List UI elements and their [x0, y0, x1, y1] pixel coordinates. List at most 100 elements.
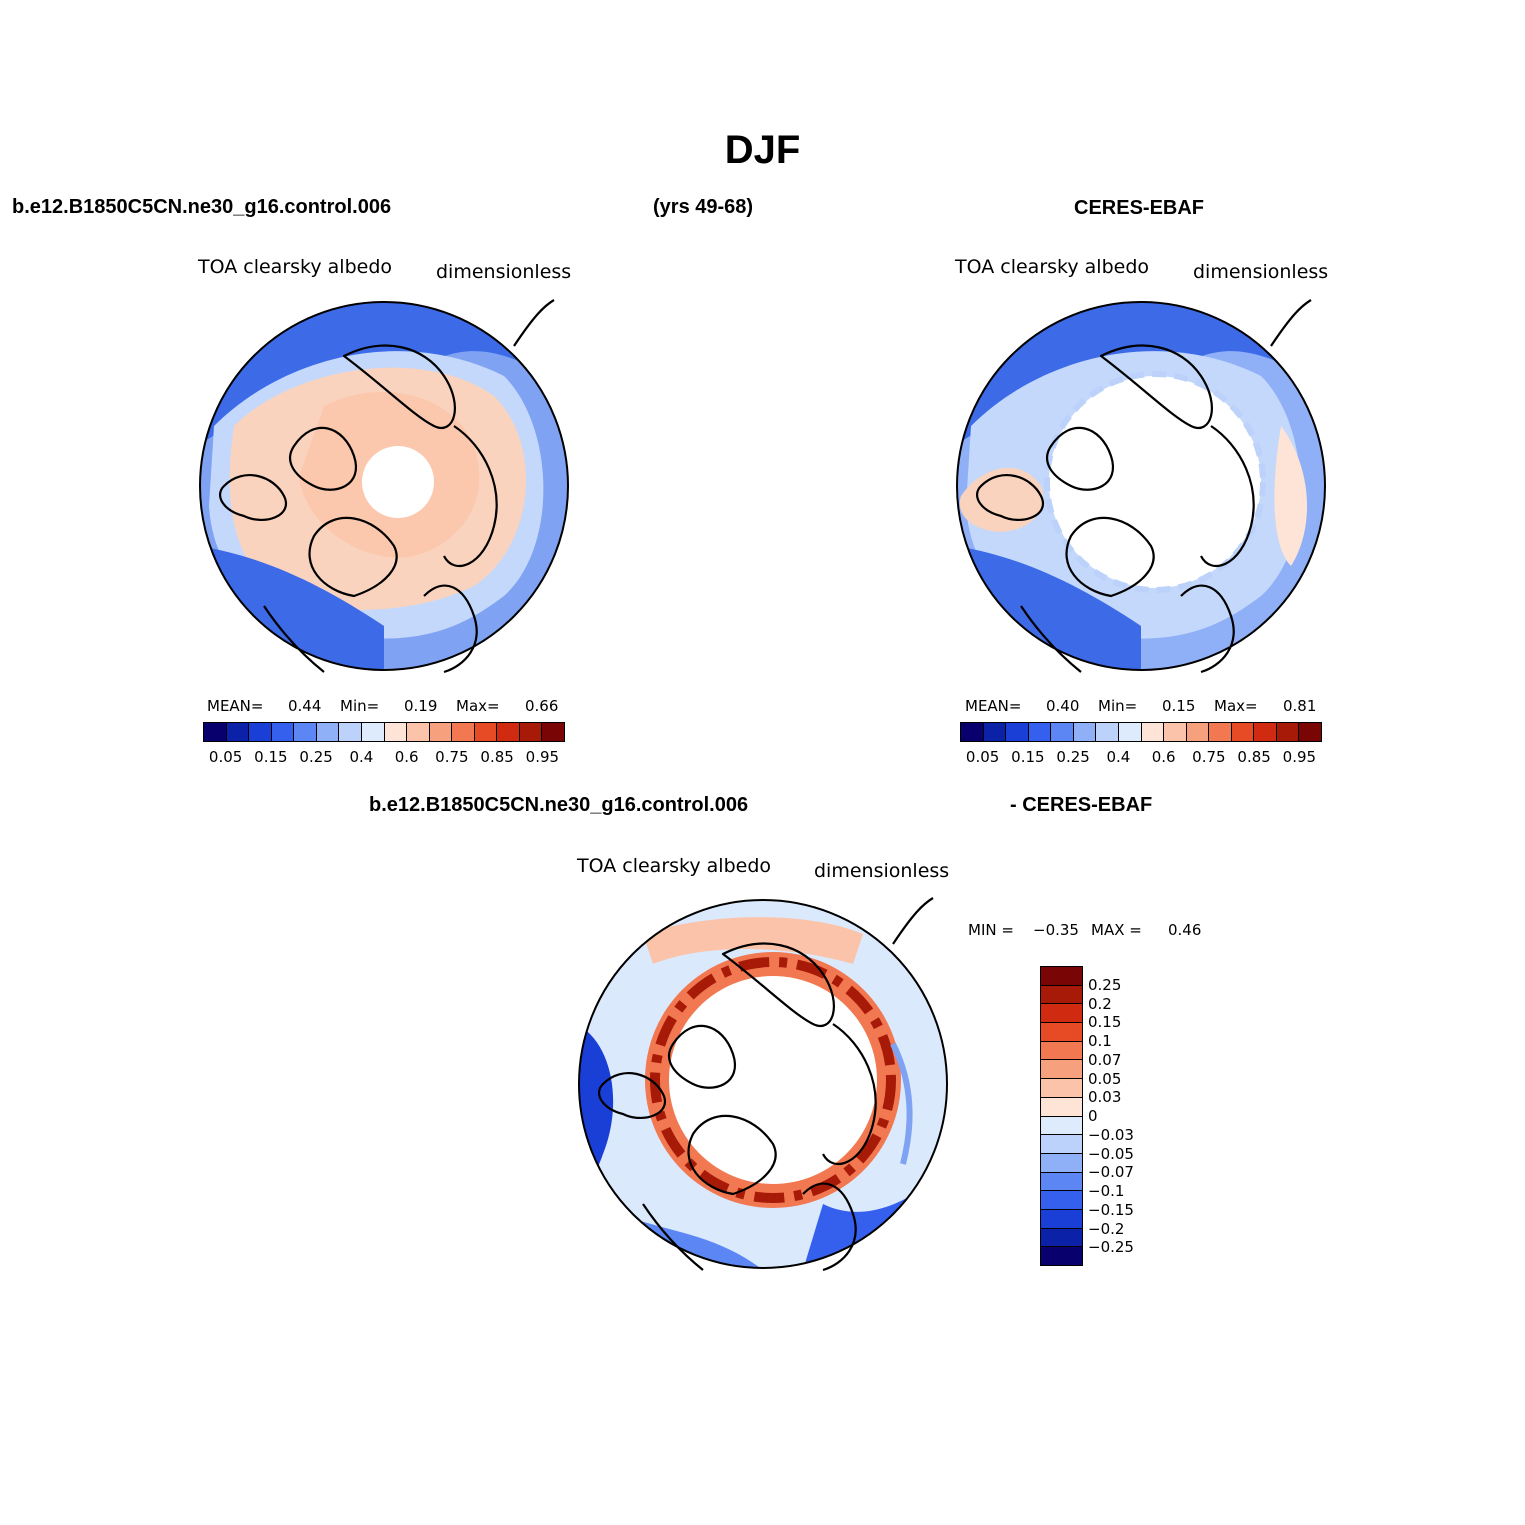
colorbar-swatch: [1041, 1004, 1082, 1024]
colorbar-tick-label: 0.25: [299, 748, 333, 766]
colorbar-tick-label: 0.4: [349, 748, 374, 766]
colorbar-swatch: [983, 723, 1007, 741]
colorbar-swatch: [1299, 723, 1321, 741]
panel2-variable-label: TOA clearsky albedo: [955, 256, 1149, 278]
difference-title-right: - CERES-EBAF: [1010, 794, 1153, 816]
colorbar-swatch: [1073, 723, 1097, 741]
colorbar-tick-label: 0: [1088, 1107, 1098, 1125]
panel2-polar-map: [956, 299, 1326, 674]
colorbar-tick-label: 0.4: [1106, 748, 1131, 766]
colorbar-swatch: [384, 723, 408, 741]
panel1-max-value: 0.66: [525, 697, 559, 715]
panel2-colorbar: [960, 722, 1322, 742]
colorbar-tick-label: 0.07: [1088, 1050, 1122, 1069]
colorbar-tick-label: 0.25: [1056, 748, 1090, 766]
colorbar-tick-label: −0.25: [1088, 1238, 1134, 1257]
panel1-min-value: 0.19: [404, 697, 438, 715]
colorbar-swatch: [474, 723, 498, 741]
colorbar-swatch: [1051, 723, 1074, 741]
colorbar-tick-label: −0.15: [1088, 1200, 1134, 1219]
colorbar-swatch: [1041, 1079, 1082, 1098]
difference-max-value: 0.46: [1168, 921, 1202, 939]
colorbar-tick-label: −0.2: [1088, 1219, 1125, 1238]
colorbar-swatch: [1041, 1191, 1082, 1210]
colorbar-swatch: [1231, 723, 1255, 741]
difference-title-left: b.e12.B1850C5CN.ne30_g16.control.006: [369, 794, 749, 816]
panel1-variable-label: TOA clearsky albedo: [198, 256, 392, 278]
colorbar-tick-label: −0.03: [1088, 1125, 1134, 1144]
colorbar-swatch: [1041, 1116, 1082, 1136]
difference-min-label: MIN =: [968, 921, 1014, 939]
colorbar-swatch: [361, 723, 385, 741]
difference-min-value: −0.35: [1033, 921, 1079, 939]
colorbar-swatch: [961, 723, 984, 741]
colorbar-tick-label: 0.6: [394, 748, 419, 766]
colorbar-swatch: [1041, 967, 1082, 986]
difference-units-label: dimensionless: [814, 860, 950, 882]
colorbar-tick-label: 0.05: [965, 748, 1000, 766]
colorbar-swatch: [1141, 723, 1165, 741]
colorbar-swatch: [452, 723, 475, 741]
colorbar-swatch: [1041, 1041, 1082, 1061]
panel1-mean-label: MEAN=: [207, 697, 264, 715]
difference-variable-label: TOA clearsky albedo: [577, 855, 771, 877]
colorbar-tick-label: 0.15: [1011, 748, 1045, 766]
colorbar-swatch: [1041, 1209, 1082, 1229]
colorbar-tick-label: −0.07: [1088, 1163, 1134, 1182]
panel1-max-label: Max=: [456, 697, 500, 715]
colorbar-tick-label: 0.15: [1088, 1013, 1122, 1032]
colorbar-swatch: [407, 723, 430, 741]
colorbar-swatch: [316, 723, 340, 741]
colorbar-swatch: [1096, 723, 1119, 741]
panel1-units-label: dimensionless: [436, 261, 572, 283]
colorbar-swatch: [1041, 1060, 1082, 1080]
difference-max-label: MAX =: [1091, 921, 1142, 939]
colorbar-tick-label: 0.85: [1237, 748, 1271, 766]
colorbar-tick-label: 0.95: [1282, 748, 1317, 766]
colorbar-swatch: [1041, 1247, 1082, 1265]
colorbar-swatch: [1041, 1135, 1082, 1154]
colorbar-swatch: [1209, 723, 1232, 741]
panel2-max-value: 0.81: [1283, 697, 1317, 715]
colorbar-tick-label: 0.95: [525, 748, 560, 766]
colorbar-swatch: [497, 723, 520, 741]
colorbar-swatch: [519, 723, 543, 741]
panel2-min-label: Min=: [1098, 697, 1138, 715]
colorbar-tick-label: 0.25: [1088, 975, 1122, 994]
colorbar-swatch: [1164, 723, 1187, 741]
colorbar-tick-label: 0.15: [254, 748, 288, 766]
years-header: (yrs 49-68): [653, 196, 754, 218]
obs-name-header: CERES-EBAF: [1074, 197, 1205, 219]
panel2-max-label: Max=: [1214, 697, 1258, 715]
colorbar-swatch: [1041, 1023, 1082, 1042]
colorbar-swatch: [1041, 1153, 1082, 1173]
colorbar-swatch: [429, 723, 453, 741]
colorbar-swatch: [271, 723, 295, 741]
figure-title: DJF: [724, 128, 801, 172]
colorbar-swatch: [249, 723, 272, 741]
colorbar-swatch: [1041, 1097, 1082, 1117]
colorbar-tick-label: 0.05: [1088, 1069, 1122, 1088]
colorbar-tick-label: 0.85: [480, 748, 514, 766]
colorbar-swatch: [1118, 723, 1142, 741]
difference-colorbar: [1040, 966, 1083, 1266]
panel2-mean-label: MEAN=: [965, 697, 1022, 715]
panel1-polar-map: [199, 299, 569, 674]
colorbar-tick-label: −0.1: [1088, 1182, 1125, 1200]
colorbar-swatch: [1041, 1172, 1082, 1192]
colorbar-tick-label: −0.05: [1088, 1144, 1134, 1163]
colorbar-swatch: [1041, 1228, 1082, 1248]
colorbar-tick-label: 0.75: [435, 748, 469, 766]
panel1-colorbar: [203, 722, 565, 742]
colorbar-tick-label: 0.1: [1088, 1032, 1112, 1050]
panel2-min-value: 0.15: [1162, 697, 1196, 715]
colorbar-swatch: [542, 723, 564, 741]
panel1-min-label: Min=: [340, 697, 380, 715]
colorbar-swatch: [1276, 723, 1300, 741]
difference-polar-map: [578, 897, 948, 1272]
colorbar-swatch: [1254, 723, 1277, 741]
colorbar-swatch: [204, 723, 227, 741]
panel1-mean-value: 0.44: [288, 697, 322, 715]
colorbar-swatch: [1041, 985, 1082, 1005]
colorbar-swatch: [294, 723, 317, 741]
